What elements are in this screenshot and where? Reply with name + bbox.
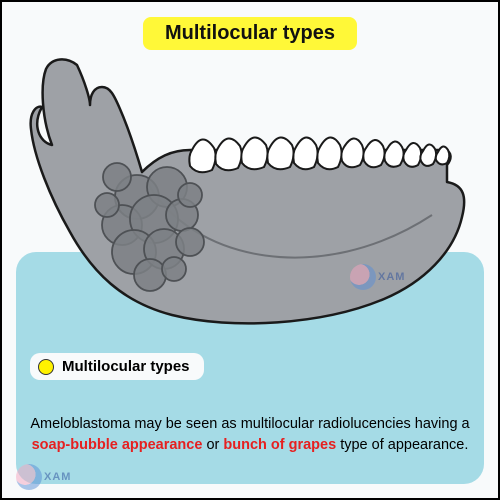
watermark: XAM bbox=[350, 264, 405, 290]
sub-label-text: Multilocular types bbox=[62, 358, 190, 375]
mandible-diagram bbox=[22, 47, 482, 337]
watermark-text: XAM bbox=[44, 471, 71, 483]
desc-mid: or bbox=[202, 437, 223, 453]
desc-pre: Ameloblastoma may be seen as multilocula… bbox=[30, 416, 469, 432]
desc-hl1: soap-bubble appearance bbox=[32, 437, 203, 453]
watermark-icon bbox=[350, 264, 376, 290]
desc-hl2: bunch of grapes bbox=[223, 437, 336, 453]
watermark-icon bbox=[16, 464, 42, 490]
description: Ameloblastoma may be seen as multilocula… bbox=[30, 414, 470, 456]
watermark: XAM bbox=[16, 464, 71, 490]
sub-label: Multilocular types bbox=[30, 353, 204, 380]
title-text: Multilocular types bbox=[165, 22, 335, 44]
title-banner: Multilocular types bbox=[143, 17, 357, 50]
desc-post: type of appearance. bbox=[336, 437, 468, 453]
bullet-icon bbox=[38, 359, 54, 375]
watermark-text: XAM bbox=[378, 271, 405, 283]
